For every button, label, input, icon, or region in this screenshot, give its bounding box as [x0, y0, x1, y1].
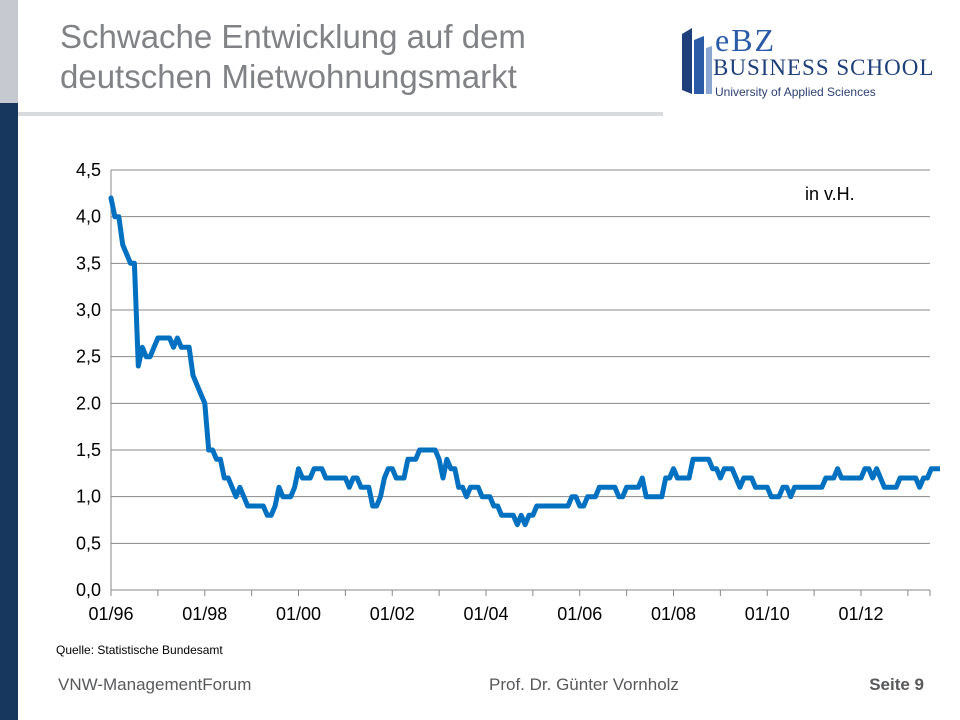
logo-ebz-text: eBZ	[715, 22, 777, 58]
y-tick-label: 3,5	[76, 253, 101, 273]
chart-source-note: Quelle: Statistische Bundesamt	[56, 643, 223, 657]
y-tick-label: 4,0	[76, 207, 101, 227]
left-sidebar-accent	[0, 0, 18, 103]
rent-development-chart: 0,0 0,5 1,0 1,5 2.0 2,5 3,0 3,5 4,0 4,5 01/96 01/9…	[40, 150, 940, 640]
title-line-1: Schwache Entwicklung auf dem	[60, 18, 526, 55]
x-tick-label: 01/06	[557, 604, 602, 624]
series-line	[108, 195, 940, 528]
x-tick-label: 01/00	[276, 604, 321, 624]
x-tick-label: 01/10	[745, 604, 790, 624]
footer-event: VNW-ManagementForum	[58, 675, 252, 694]
x-tick-label: 01/08	[651, 604, 696, 624]
x-tick-label: 01/04	[463, 604, 508, 624]
page-title: Schwache Entwicklung auf dem deutschen M…	[60, 17, 680, 97]
y-tick-label: 0,5	[76, 533, 101, 553]
y-tick-label: 4,5	[76, 160, 101, 180]
title-line-2: deutschen Mietwohnungsmarkt	[60, 58, 517, 95]
x-tick-label: 01/02	[370, 604, 415, 624]
ebz-logo: eBZ BUSINESS SCHOOL University of Applie…	[680, 22, 940, 112]
left-sidebar-bar	[0, 0, 18, 720]
y-tick-label: 2.0	[76, 393, 101, 413]
y-tick-label: 3,0	[76, 300, 101, 320]
y-tick-label: 1,0	[76, 487, 101, 507]
logo-university-text: University of Applied Sciences	[715, 85, 876, 99]
x-tick-label: 01/12	[838, 604, 883, 624]
y-tick-label: 2,5	[76, 347, 101, 367]
ebz-logo-mark-icon	[682, 28, 712, 94]
chart-unit-annotation: in v.H.	[805, 184, 855, 204]
line-chart-svg: 0,0 0,5 1,0 1,5 2.0 2,5 3,0 3,5 4,0 4,5 01/96 01/9…	[76, 160, 940, 624]
x-tick-label: 01/98	[182, 604, 227, 624]
x-tick-label: 01/96	[88, 604, 133, 624]
logo-business-school-text: BUSINESS SCHOOL	[713, 55, 935, 80]
footer-author: Prof. Dr. Günter Vornholz	[489, 675, 679, 694]
y-tick-label: 1,5	[76, 440, 101, 460]
y-tick-label: 0,0	[76, 580, 101, 600]
footer-page-number: Seite 9	[869, 675, 924, 694]
title-divider	[18, 112, 663, 116]
